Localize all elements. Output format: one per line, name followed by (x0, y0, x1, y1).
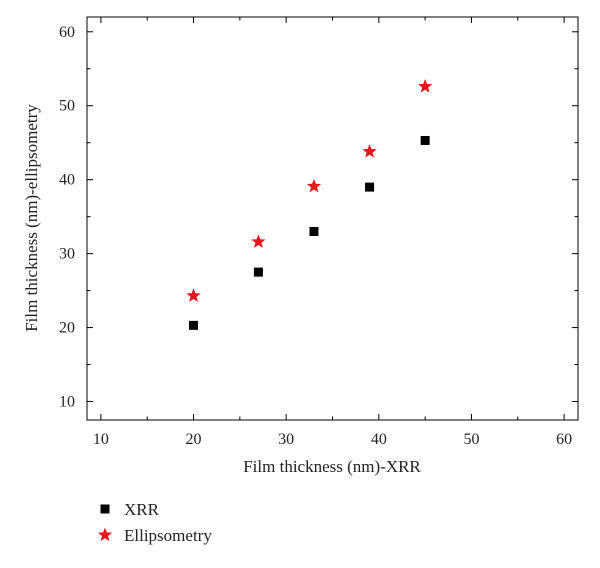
xrr-point (309, 226, 319, 236)
x-tick-label: 20 (186, 431, 202, 448)
x-tick-label: 60 (556, 431, 572, 448)
ellipsometry-point (306, 178, 322, 193)
x-tick-label: 30 (278, 431, 294, 448)
y-tick-label: 60 (59, 24, 75, 41)
axis-tick-labels: 10 20 30 40 50 60 10 20 30 40 50 60 (59, 24, 572, 448)
y-tick-label: 40 (59, 172, 75, 189)
plot-frame (86, 16, 579, 421)
y-axis-title: Film thickness (nm)-ellipsometry (22, 104, 41, 332)
y-tick-label: 30 (59, 246, 75, 263)
x-axis-title: Film thickness (nm)-XRR (243, 457, 421, 476)
ellipsometry-point (186, 288, 201, 302)
legend-star-symbol (97, 527, 113, 542)
y-tick-label: 20 (59, 320, 75, 337)
y-tick-label: 50 (59, 98, 75, 115)
legend-marker-xrr (100, 504, 110, 514)
xrr-point (253, 267, 263, 277)
xrr-point (365, 182, 375, 192)
ellipsometry-point (418, 79, 433, 93)
y-tick-label: 10 (59, 394, 75, 411)
xrr-point (420, 135, 430, 145)
legend: XRR Ellipsometry (97, 500, 212, 545)
legend-label-ellipsometry: Ellipsometry (124, 526, 212, 545)
data-points (186, 79, 433, 330)
x-tick-label: 50 (463, 431, 479, 448)
ellipsometry-point (251, 234, 266, 248)
axis-ticks (87, 17, 578, 420)
x-tick-label: 40 (371, 431, 387, 448)
ellipsometry-point (362, 144, 377, 158)
legend-square-symbol (100, 504, 110, 514)
legend-label-xrr: XRR (124, 500, 160, 519)
legend-marker-ellipsometry (97, 527, 113, 542)
xrr-point (189, 320, 199, 330)
x-tick-label: 10 (93, 431, 109, 448)
